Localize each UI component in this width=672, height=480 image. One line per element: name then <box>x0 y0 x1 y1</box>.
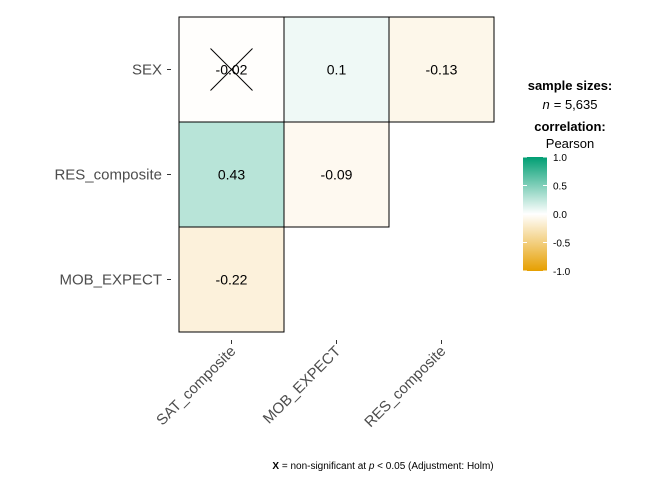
legend-n-symbol: n <box>543 97 550 112</box>
y-axis-labels: SEX RES_composite MOB_EXPECT <box>54 62 171 289</box>
y-tick-label: RES_composite <box>54 167 162 184</box>
legend-n-value: = 5,635 <box>554 97 598 112</box>
non-significant-mark <box>210 48 253 91</box>
legend-tick-label: 1.0 <box>553 153 567 164</box>
cell-value-label: 0.43 <box>218 167 245 183</box>
caption-p-symbol: p <box>368 461 375 472</box>
heatmap-cell <box>178 121 285 228</box>
heatmap-cell <box>283 16 390 123</box>
y-tick-label: SEX <box>132 62 162 79</box>
y-tick-label: MOB_EXPECT <box>59 272 162 289</box>
caption-text-before: = non-significant at <box>279 461 369 472</box>
legend: sample sizes: n = 5,635 correlation: Pear… <box>523 78 612 278</box>
heatmap-cells: -0.020.1-0.130.43-0.09-0.22 <box>178 16 495 333</box>
cell-value-label: 0.1 <box>327 62 347 78</box>
x-tick-label: RES_composite <box>361 343 449 431</box>
legend-tick-label: -0.5 <box>553 239 571 250</box>
heatmap-cell <box>178 226 285 333</box>
legend-method: Pearson <box>546 136 594 151</box>
cell-value-label: -0.22 <box>216 272 248 288</box>
caption-mark: X <box>272 461 279 472</box>
cell-value-label: -0.09 <box>321 167 353 183</box>
heatmap-cell <box>388 16 495 123</box>
caption-text-after: < 0.05 (Adjustment: Holm) <box>374 461 493 472</box>
legend-sample-title: sample sizes: <box>528 78 613 93</box>
x-axis-labels: SAT_composite MOB_EXPECT RES_composite <box>153 340 449 431</box>
heatmap-cell <box>283 121 390 228</box>
x-tick-label: SAT_composite <box>153 343 239 429</box>
legend-sample-size: n = 5,635 <box>543 97 598 112</box>
legend-correlation-title: correlation: <box>534 119 606 134</box>
legend-tick-label: 0.0 <box>553 210 567 221</box>
x-tick-label: MOB_EXPECT <box>260 343 345 428</box>
legend-tick-label: -1.0 <box>553 267 571 278</box>
legend-ticks: 1.0 0.5 0.0 -0.5 -1.0 <box>523 153 571 278</box>
caption: X = non-significant at p < 0.05 (Adjustm… <box>272 461 493 472</box>
legend-tick-label: 0.5 <box>553 182 567 193</box>
cell-value-label: -0.13 <box>426 62 458 78</box>
